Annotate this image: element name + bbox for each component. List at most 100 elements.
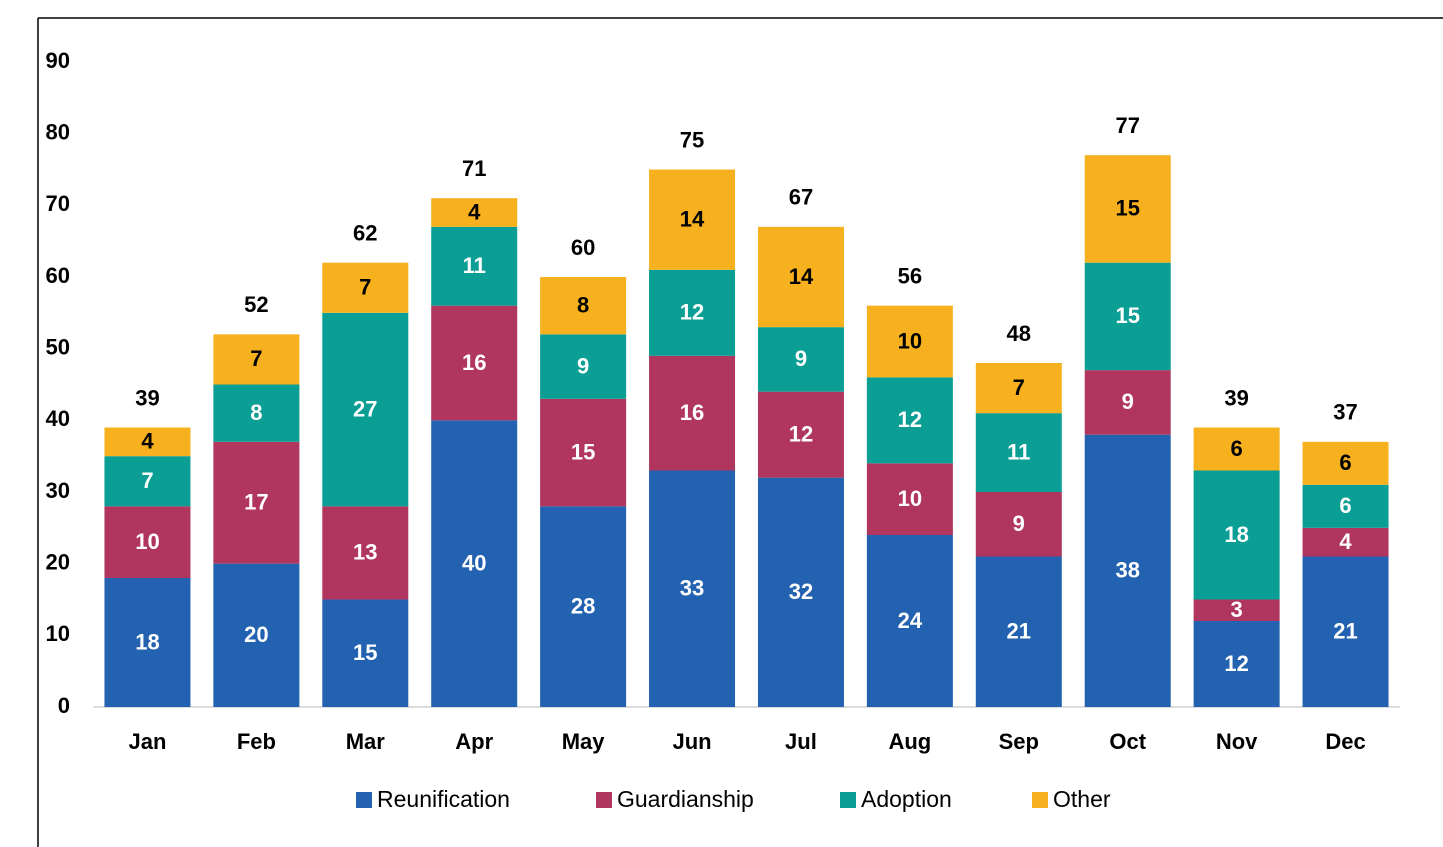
bar-segment <box>866 377 953 464</box>
x-tick-label: Aug <box>888 729 931 754</box>
bar-segment <box>104 578 191 707</box>
y-tick-label: 70 <box>46 191 70 216</box>
bar-segment <box>104 456 191 507</box>
legend-swatch <box>596 792 612 808</box>
x-tick-label: Jul <box>785 729 817 754</box>
total-label: 60 <box>571 235 595 260</box>
x-tick-label: Apr <box>455 729 493 754</box>
bar-segment <box>213 384 300 442</box>
bar-segment <box>975 363 1062 414</box>
total-label: 39 <box>1224 385 1248 410</box>
bar-segment <box>649 355 736 471</box>
data-label: 12 <box>898 407 922 432</box>
bar-segment <box>757 477 844 707</box>
total-label: 52 <box>244 292 268 317</box>
bar-segment <box>1193 427 1280 471</box>
bar-segment <box>540 334 627 399</box>
data-label: 14 <box>680 206 705 231</box>
y-tick-label: 30 <box>46 478 70 503</box>
data-label: 15 <box>1115 303 1139 328</box>
data-label: 11 <box>463 253 486 278</box>
data-label: 6 <box>1339 493 1351 518</box>
legend-label: Other <box>1053 786 1111 812</box>
data-label: 7 <box>250 346 262 371</box>
bar-segment <box>1193 621 1280 707</box>
bar-segment <box>757 226 844 328</box>
x-tick-label: May <box>562 729 606 754</box>
bar-segment <box>1193 599 1280 621</box>
data-label: 21 <box>1007 619 1031 644</box>
total-label: 39 <box>135 385 159 410</box>
bar-segment <box>213 441 300 564</box>
x-tick-label: Jun <box>672 729 711 754</box>
data-label: 7 <box>359 275 371 300</box>
data-label: 10 <box>898 486 922 511</box>
legend-label: Adoption <box>861 786 952 812</box>
data-label: 11 <box>1007 439 1030 464</box>
bar-segment <box>431 226 518 306</box>
bar-segment <box>104 427 191 457</box>
data-label: 3 <box>1231 597 1243 622</box>
data-label: 4 <box>141 429 154 454</box>
data-label: 27 <box>353 396 377 421</box>
legend-label: Guardianship <box>617 786 754 812</box>
y-tick-label: 20 <box>46 549 70 574</box>
y-tick-label: 10 <box>46 621 70 646</box>
bar-segment <box>866 535 953 707</box>
bar-segment <box>431 198 518 227</box>
data-label: 24 <box>898 608 923 633</box>
bar-segment <box>975 413 1062 492</box>
total-label: 62 <box>353 220 377 245</box>
x-tick-label: Dec <box>1325 729 1365 754</box>
bar-segment <box>1302 484 1389 528</box>
total-label: 71 <box>462 156 486 181</box>
x-tick-label: Jan <box>128 729 166 754</box>
total-label: 48 <box>1007 321 1031 346</box>
bar-segment <box>866 305 953 378</box>
data-label: 13 <box>353 540 377 565</box>
bar-segment <box>1302 441 1389 485</box>
bar-segment <box>1084 434 1171 707</box>
bar-segment <box>1084 370 1171 435</box>
data-label: 12 <box>680 300 704 325</box>
total-label: 56 <box>898 263 922 288</box>
x-tick-label: Mar <box>346 729 386 754</box>
data-label: 32 <box>789 579 813 604</box>
data-label: 38 <box>1115 558 1139 583</box>
data-label: 4 <box>1339 529 1352 554</box>
bar-segment <box>1193 470 1280 600</box>
data-label: 10 <box>898 328 922 353</box>
legend-swatch <box>1032 792 1048 808</box>
bar-segment <box>540 277 627 335</box>
total-label: 37 <box>1333 400 1357 425</box>
data-label: 40 <box>462 550 486 575</box>
bar-segment <box>322 599 409 707</box>
bar-segment <box>322 312 409 507</box>
y-tick-label: 90 <box>46 48 70 73</box>
data-label: 21 <box>1333 619 1357 644</box>
data-label: 9 <box>1013 511 1025 536</box>
bar-segment <box>1084 155 1171 263</box>
bar-segment <box>1302 527 1389 557</box>
legend-swatch <box>356 792 372 808</box>
bar-segment <box>431 305 518 421</box>
data-label: 8 <box>577 292 589 317</box>
data-label: 8 <box>250 400 262 425</box>
bar-segment <box>540 398 627 507</box>
bar-segment <box>757 327 844 392</box>
legend-swatch <box>840 792 856 808</box>
data-label: 9 <box>795 346 807 371</box>
bar-segment <box>1084 262 1171 371</box>
data-label: 14 <box>789 264 814 289</box>
bar-segment <box>431 420 518 707</box>
data-label: 18 <box>135 629 159 654</box>
data-label: 17 <box>244 490 268 515</box>
y-tick-label: 80 <box>46 119 70 144</box>
data-label: 12 <box>789 421 813 446</box>
bar-segment <box>975 556 1062 707</box>
y-tick-label: 0 <box>58 693 70 718</box>
bar-segment <box>649 470 736 707</box>
y-tick-label: 40 <box>46 406 70 431</box>
x-tick-label: Nov <box>1216 729 1258 754</box>
